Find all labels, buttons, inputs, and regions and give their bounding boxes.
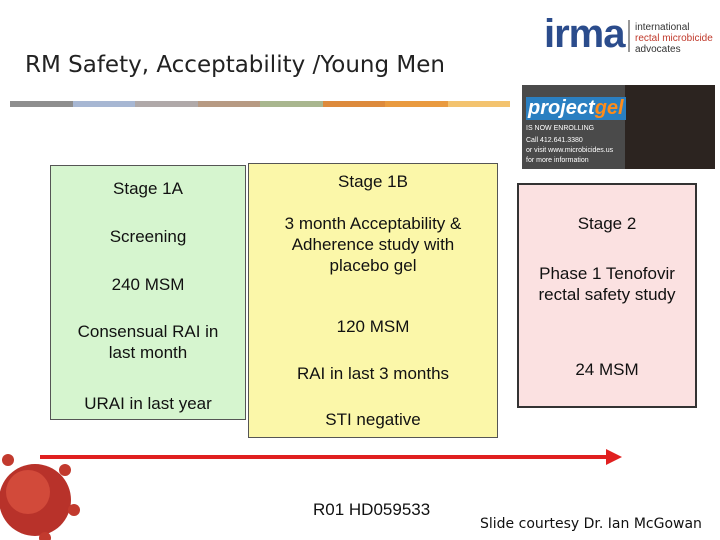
stage-1b: Stage 1B 3 month Acceptability & Adheren… bbox=[248, 163, 498, 438]
ad-line: for more information bbox=[526, 157, 589, 164]
stage-item: Phase 1 Tenofovir rectal safety study bbox=[538, 264, 676, 304]
arrow-head bbox=[606, 449, 622, 465]
stage-item: URAI in last year bbox=[84, 394, 212, 413]
stage-item: Consensual RAI in last month bbox=[77, 322, 219, 362]
logo-tagline-0: international bbox=[635, 22, 690, 33]
title: RM Safety, Acceptability /Young Men bbox=[25, 52, 445, 78]
stage-2: Stage 2 Phase 1 Tenofovir rectal safety … bbox=[517, 183, 697, 408]
logo: irma international rectal microbicide ad… bbox=[540, 12, 715, 57]
stage-item: RAI in last 3 months bbox=[296, 364, 450, 383]
credit: Slide courtesy Dr. Ian McGowan bbox=[480, 516, 702, 532]
ad-line: IS NOW ENROLLING bbox=[526, 125, 595, 132]
stage-item: Screening bbox=[109, 227, 187, 246]
stage-1a: Stage 1A Screening 240 MSM Consensual RA… bbox=[50, 165, 246, 420]
logo-name: irma bbox=[544, 12, 625, 56]
stage-item: 24 MSM bbox=[575, 360, 639, 379]
stage-item: 240 MSM bbox=[111, 275, 185, 294]
grant: R01 HD059533 bbox=[313, 500, 431, 519]
ad-brand-prefix: project bbox=[528, 97, 595, 119]
ad-line: or visit www.microbicides.us bbox=[526, 147, 614, 154]
stage-item: 120 MSM bbox=[336, 317, 410, 336]
title-rule bbox=[10, 101, 510, 107]
logo-tagline-2: advocates bbox=[635, 44, 681, 55]
virus-image bbox=[0, 454, 80, 540]
stage-item: 3 month Acceptability & Adherence study … bbox=[284, 214, 462, 275]
ad-brand: projectgel bbox=[526, 97, 626, 120]
stage-item: STI negative bbox=[325, 410, 421, 429]
stage-title: Stage 1A bbox=[113, 179, 183, 198]
stage-title: Stage 1B bbox=[338, 172, 408, 191]
ad: projectgel IS NOW ENROLLING Call 412.641… bbox=[522, 85, 715, 169]
decor bbox=[0, 449, 622, 540]
logo-tagline-1: rectal microbicide bbox=[635, 33, 713, 44]
stage-title: Stage 2 bbox=[577, 214, 637, 233]
ad-brand-suffix: gel bbox=[594, 97, 624, 119]
ad-line: Call 412.641.3380 bbox=[526, 137, 583, 144]
